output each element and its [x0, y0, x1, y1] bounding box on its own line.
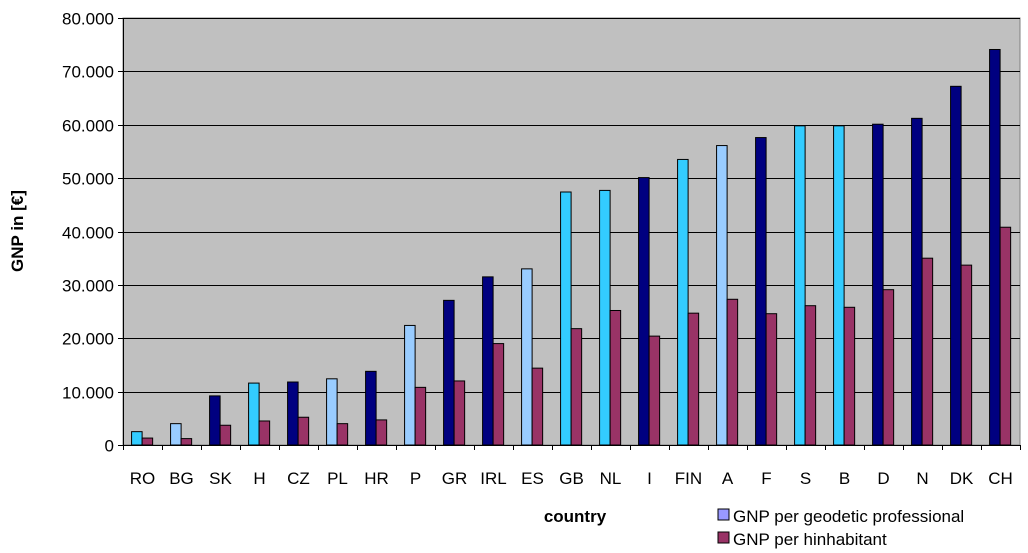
x-tick-label: PL [327, 469, 348, 488]
x-tick-label: CZ [287, 469, 310, 488]
bar-inhabitant [336, 423, 349, 446]
bar-inhabitant [726, 298, 739, 446]
y-tick-label: 70.000 [62, 63, 114, 82]
bar-inhabitant [414, 386, 427, 446]
bar-inhabitant [297, 416, 310, 446]
x-tick-label: FIN [675, 469, 702, 488]
bar-inhabitant [609, 309, 622, 446]
bar-inhabitant [999, 226, 1012, 446]
legend-label: GNP per hinhabitant [733, 530, 887, 549]
x-tick-label: B [839, 469, 850, 488]
bar-inhabitant [453, 380, 466, 446]
x-tick-label: CH [988, 469, 1013, 488]
bar-geodetic-professional [599, 189, 611, 446]
bar-inhabitant [960, 264, 973, 446]
bar-inhabitant [804, 305, 817, 446]
x-tick-label: D [877, 469, 889, 488]
bar-inhabitant [648, 335, 661, 446]
bar-geodetic-professional [716, 145, 728, 446]
x-tick-label: IRL [480, 469, 506, 488]
x-tick-label: RO [130, 469, 156, 488]
bar-geodetic-professional [482, 276, 494, 446]
bar-geodetic-professional [131, 431, 143, 446]
bar-inhabitant [687, 312, 700, 446]
bar-inhabitant [765, 313, 778, 446]
bar-geodetic-professional [872, 123, 884, 446]
y-tick-label: 20.000 [62, 330, 114, 349]
x-tick-label: ES [521, 469, 544, 488]
bar-geodetic-professional [404, 324, 416, 446]
x-tick-label: HR [364, 469, 389, 488]
bar-geodetic-professional [794, 125, 806, 446]
x-tick-label: I [647, 469, 652, 488]
x-tick-label: BG [169, 469, 194, 488]
bar-inhabitant [492, 343, 505, 446]
x-tick-label: N [916, 469, 928, 488]
bar-geodetic-professional [287, 381, 299, 446]
bar-geodetic-professional [989, 48, 1001, 446]
bar-inhabitant [375, 419, 388, 446]
x-tick-label: F [761, 469, 771, 488]
bar-inhabitant [258, 420, 271, 446]
x-tick-label: NL [600, 469, 622, 488]
bars [131, 48, 1012, 446]
bar-geodetic-professional [170, 423, 182, 446]
bar-geodetic-professional [443, 299, 455, 446]
x-tick-label: A [722, 469, 734, 488]
bar-geodetic-professional [638, 177, 650, 446]
bar-geodetic-professional [365, 370, 377, 446]
y-tick-label: 10.000 [62, 384, 114, 403]
bar-geodetic-professional [950, 85, 962, 446]
x-tick-label: DK [950, 469, 974, 488]
x-axis-title: country [544, 507, 607, 526]
x-tick-label: GR [442, 469, 468, 488]
x-tick-label: P [410, 469, 421, 488]
y-tick-label: 80.000 [62, 10, 114, 29]
bar-inhabitant [180, 438, 193, 446]
bar-geodetic-professional [677, 158, 689, 446]
legend-swatch [717, 508, 730, 521]
bar-geodetic-professional [521, 268, 533, 446]
y-tick-label: 50.000 [62, 170, 114, 189]
bar-inhabitant [141, 437, 154, 446]
bar-inhabitant [843, 306, 856, 446]
bar-inhabitant [531, 367, 544, 446]
x-tick-label: SK [209, 469, 232, 488]
bar-inhabitant [219, 424, 232, 446]
legend-label: GNP per geodetic professional [733, 507, 964, 526]
y-tick-label: 30.000 [62, 277, 114, 296]
bar-geodetic-professional [248, 382, 260, 446]
bar-inhabitant [570, 328, 583, 446]
y-axis: 0 10.000 20.000 30.000 40.000 50.000 60.000 70.… [62, 10, 124, 456]
x-tick-label: S [800, 469, 811, 488]
x-tick-label: GB [559, 469, 584, 488]
y-axis-title: GNP in [€] [8, 190, 27, 272]
x-axis: RO BG SK H CZ PL HR P GR IRL ES GB NL I FIN A F S B D N DK CH [123, 445, 1021, 488]
y-tick-label: 40.000 [62, 224, 114, 243]
y-tick-label: 0 [105, 437, 114, 456]
legend: GNP per geodetic professional GNP per hin… [717, 507, 964, 549]
legend-swatch [717, 531, 730, 544]
bar-geodetic-professional [833, 125, 845, 446]
bar-geodetic-professional [755, 137, 767, 446]
bar-geodetic-professional [560, 191, 572, 446]
bar-inhabitant [882, 289, 895, 446]
bar-geodetic-professional [209, 395, 221, 446]
bar-inhabitant [921, 257, 934, 446]
bar-geodetic-professional [326, 378, 338, 446]
x-tick-label: H [253, 469, 265, 488]
y-tick-label: 60.000 [62, 117, 114, 136]
bar-geodetic-professional [911, 117, 923, 446]
